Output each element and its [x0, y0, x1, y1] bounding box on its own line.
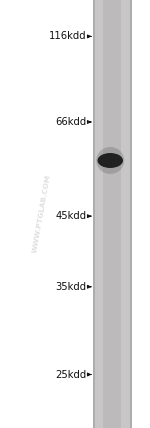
Text: 35kdd: 35kdd [55, 282, 86, 292]
Bar [93, 0, 95, 428]
Ellipse shape [98, 153, 123, 168]
Text: 116kdd: 116kdd [49, 31, 86, 42]
Text: 45kdd: 45kdd [55, 211, 86, 221]
Bar [130, 0, 132, 428]
Text: WWW.PTGLAB.COM: WWW.PTGLAB.COM [32, 174, 52, 254]
Text: 25kdd: 25kdd [55, 369, 86, 380]
Text: 66kdd: 66kdd [55, 117, 86, 127]
Ellipse shape [96, 147, 124, 174]
Bar [93, 0, 132, 428]
Bar [103, 0, 122, 428]
